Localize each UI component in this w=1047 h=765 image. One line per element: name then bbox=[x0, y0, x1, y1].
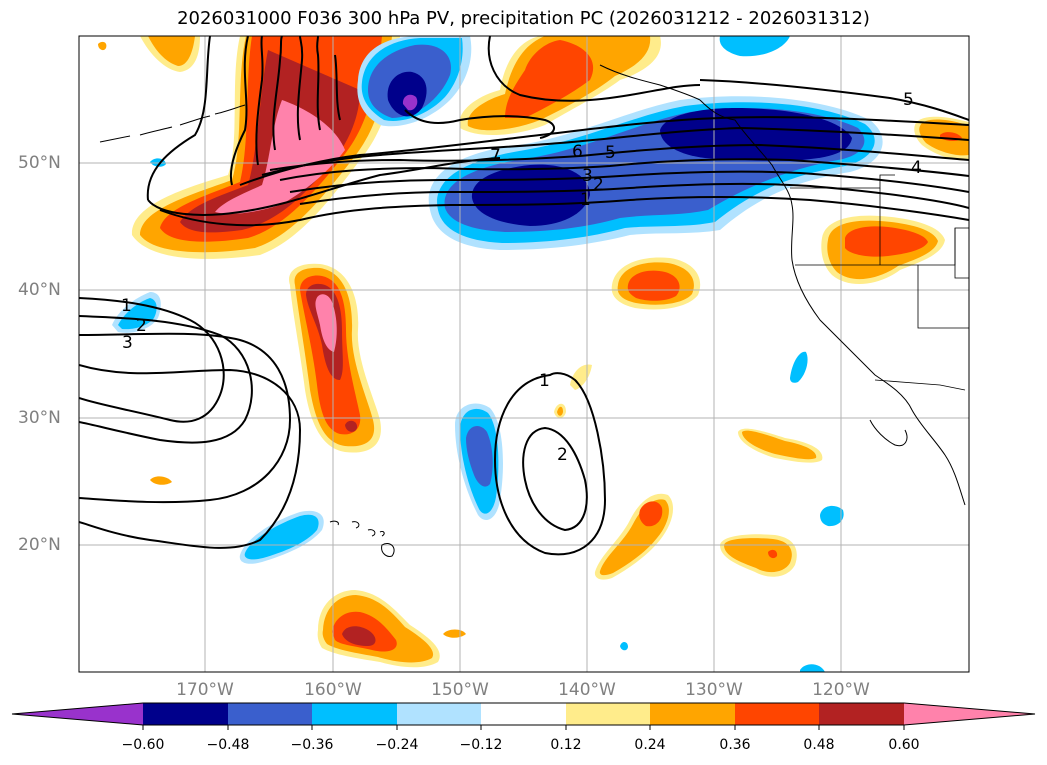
lat-label: 20°N bbox=[18, 535, 61, 555]
colorbar bbox=[11, 702, 1036, 730]
negative-anomaly-southwest bbox=[239, 510, 324, 564]
contour-label: 4 bbox=[911, 158, 922, 178]
positive-anomaly-top bbox=[98, 36, 200, 72]
lon-label: 120°W bbox=[812, 680, 870, 700]
colorbar-segment bbox=[228, 703, 312, 725]
contour-label: 2 bbox=[136, 316, 147, 336]
lon-label: 150°W bbox=[431, 680, 489, 700]
contour-label: 5 bbox=[605, 143, 616, 163]
lon-label: 160°W bbox=[304, 680, 362, 700]
positive-anomaly-central-column bbox=[289, 263, 381, 453]
contour-label: 7 bbox=[490, 146, 501, 166]
colorbar-tick-label: −0.24 bbox=[375, 737, 419, 753]
pv-contours bbox=[79, 36, 969, 556]
colorbar-tick-label: 0.24 bbox=[634, 737, 666, 753]
colorbar-segment bbox=[819, 703, 904, 725]
negative-anomaly-north bbox=[357, 36, 790, 127]
map-frame bbox=[78, 35, 970, 673]
lon-label: 170°W bbox=[176, 680, 234, 700]
lat-label: 30°N bbox=[18, 408, 61, 428]
colorbar-tick-label: 0.12 bbox=[550, 737, 582, 753]
map-title: 2026031000 F036 300 hPa PV, precipitatio… bbox=[177, 8, 870, 29]
lon-label: 140°W bbox=[558, 680, 616, 700]
colorbar-tick-label: −0.12 bbox=[459, 737, 503, 753]
colorbar-tick-label: 0.36 bbox=[719, 737, 751, 753]
negative-anomaly-central bbox=[455, 403, 503, 520]
colorbar-segment bbox=[397, 703, 481, 725]
positive-anomaly-gulf-alaska bbox=[459, 36, 661, 136]
contour-label: 5 bbox=[903, 90, 914, 110]
contour-label: 2 bbox=[593, 175, 604, 195]
contour-label-group: 1 2 3 1 2 7 6 5 3 2 1 5 4 bbox=[121, 90, 922, 465]
colorbar-segment bbox=[566, 703, 650, 725]
colorbar-tick-label: −0.36 bbox=[290, 737, 334, 753]
colorbar-extend-high bbox=[904, 703, 1035, 725]
contour-label: 2 bbox=[557, 445, 568, 465]
colorbar-segment bbox=[481, 703, 566, 725]
colorbar-segment bbox=[312, 703, 397, 725]
contour-label: 3 bbox=[122, 333, 133, 353]
colorbar-tick-label: −0.60 bbox=[121, 737, 165, 753]
colorbar-segment bbox=[143, 703, 228, 725]
contour-label: 1 bbox=[121, 296, 132, 316]
contour-label: 6 bbox=[572, 142, 583, 162]
contour-label: 1 bbox=[539, 371, 550, 391]
graticule bbox=[79, 36, 969, 672]
colorbar-tick-label: −0.48 bbox=[206, 737, 250, 753]
colorbar-tick-label: 0.48 bbox=[803, 737, 835, 753]
lat-label: 50°N bbox=[18, 153, 61, 173]
colorbar-segment bbox=[650, 703, 735, 725]
positive-anomaly-small-patches bbox=[150, 116, 969, 668]
colorbar-segment bbox=[735, 703, 819, 725]
colorbar-tick-label: 0.60 bbox=[888, 737, 920, 753]
contour-label: 1 bbox=[580, 190, 591, 210]
lon-label: 130°W bbox=[685, 680, 743, 700]
colorbar-extend-low bbox=[12, 703, 143, 725]
contour-label: 3 bbox=[582, 166, 593, 186]
lat-label: 40°N bbox=[18, 280, 61, 300]
